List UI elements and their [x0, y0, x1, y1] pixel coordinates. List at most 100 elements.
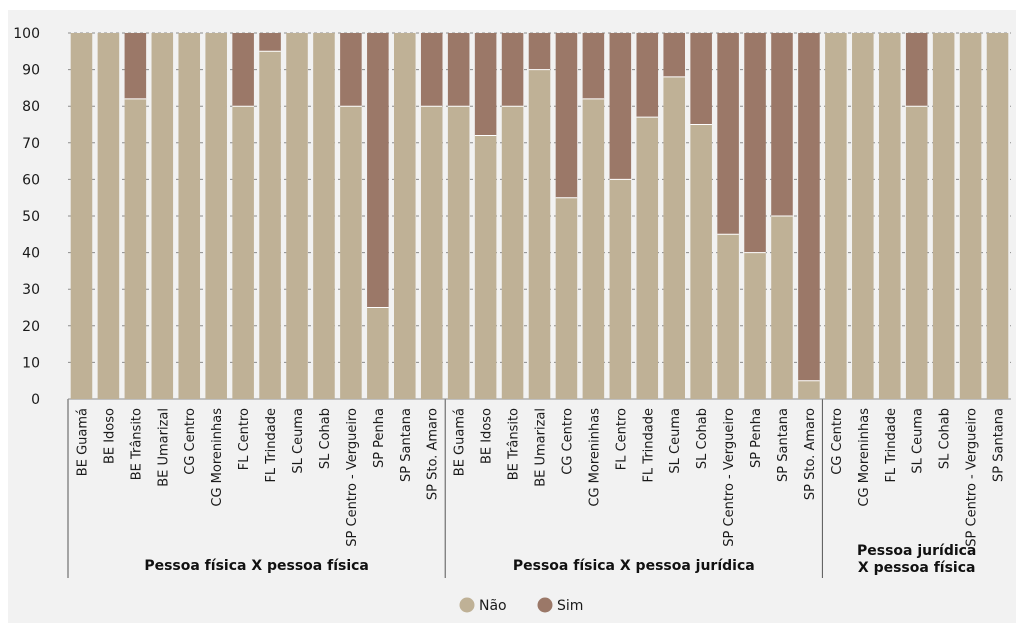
bar-nao	[178, 33, 201, 399]
bar-nao	[151, 33, 174, 399]
x-tick-label: BE Umarizal	[156, 408, 171, 487]
x-tick-label: BE Trânsito	[507, 408, 522, 480]
y-tick-label: 10	[22, 355, 40, 371]
legend-label: Sim	[557, 598, 583, 614]
group-label: Pessoa jurídica	[857, 543, 976, 559]
x-tick-label: BE Umarizal	[534, 408, 549, 487]
bar-sim	[663, 33, 685, 77]
x-tick-label: BE Idoso	[102, 408, 117, 464]
bar-sim	[717, 33, 739, 235]
x-tick-label: FL Trindade	[884, 408, 899, 483]
bar-sim	[474, 33, 497, 136]
x-tick-label: SP Centro - Vergueiro	[965, 408, 980, 547]
bar-sim	[636, 33, 659, 118]
bar-nao	[717, 234, 739, 399]
bar-sim	[232, 33, 254, 107]
bar-sim	[744, 33, 766, 253]
group-label: Pessoa física X pessoa física	[144, 558, 369, 574]
bar-sim	[905, 33, 928, 107]
bar-nao	[798, 380, 820, 399]
bar-sim	[528, 33, 551, 70]
bar-nao	[609, 179, 632, 399]
y-tick-label: 90	[22, 63, 40, 79]
x-tick-label: CG Moreninhas	[210, 408, 225, 507]
x-tick-label: FL Trindade	[641, 408, 656, 483]
bar-sim	[259, 33, 281, 52]
bar-nao	[636, 117, 659, 400]
bar-sim	[690, 33, 712, 125]
x-tick-label: CG Centro	[560, 408, 575, 475]
x-tick-label: SL Ceuma	[668, 408, 683, 474]
x-tick-label: SL Ceuma	[911, 408, 926, 474]
x-tick-label: BE Trânsito	[129, 408, 144, 480]
y-tick-label: 80	[22, 99, 40, 115]
x-tick-label: SP Penha	[372, 408, 387, 468]
bar-nao	[744, 252, 766, 399]
legend-swatch-sim	[537, 597, 553, 613]
bar-nao	[367, 307, 389, 399]
bar-nao	[959, 33, 982, 399]
bar-sim	[367, 33, 389, 308]
bar-sim	[771, 33, 793, 216]
bar-nao	[205, 33, 227, 399]
bar-nao	[313, 33, 335, 399]
chart-frame: 0 10 20 30 40 50 60 70 80 90 100 BE Guamá BE Idoso B…	[8, 10, 1016, 623]
legend-swatch-nao	[459, 597, 475, 613]
bar-nao	[232, 106, 254, 399]
x-tick-label: SL Cohab	[318, 408, 333, 469]
y-tick-label: 60	[22, 172, 40, 188]
legend: Não Sim	[459, 597, 583, 614]
x-tick-label: SL Cohab	[695, 408, 710, 469]
bar-nao	[474, 135, 497, 399]
x-tick-label: CG Moreninhas	[587, 408, 602, 507]
bar-nao	[555, 197, 578, 399]
bar-nao	[286, 33, 308, 399]
x-tick-label: SP Centro - Vergueiro	[345, 408, 360, 547]
x-tick-label: FL Centro	[614, 408, 629, 470]
y-tick-label: 0	[31, 392, 40, 408]
bar-nao	[70, 33, 93, 399]
y-tick-label: 50	[22, 209, 40, 225]
bar-sim	[447, 33, 470, 107]
x-tick-label: BE Guamá	[453, 408, 468, 476]
bar-nao	[124, 98, 147, 399]
x-tick-label: SP Penha	[749, 408, 764, 468]
bar-nao	[690, 124, 712, 399]
x-tick-label: FL Trindade	[264, 408, 279, 483]
bars-layer	[70, 33, 1009, 400]
bar-sim	[340, 33, 362, 107]
bar-sim	[582, 33, 605, 99]
bar-sim	[555, 33, 578, 198]
bar-nao	[420, 106, 443, 399]
bar-sim	[420, 33, 443, 107]
stacked-bar-chart: 0 10 20 30 40 50 60 70 80 90 100 BE Guamá BE Idoso B…	[13, 26, 1011, 614]
x-tick-label: SL Ceuma	[291, 408, 306, 474]
x-tick-label: BE Idoso	[480, 408, 495, 464]
bar-sim	[609, 33, 632, 180]
bar-nao	[340, 106, 362, 399]
bar-nao	[259, 51, 281, 400]
y-tick-label: 40	[22, 246, 40, 262]
bar-sim	[798, 33, 820, 381]
x-tick-label: SP Santana	[776, 408, 791, 482]
x-tick-label: SP Sto. Amaro	[426, 408, 441, 500]
y-tick-label: 100	[13, 26, 40, 42]
bar-nao	[825, 33, 847, 399]
bar-sim	[501, 33, 524, 107]
y-tick-label: 20	[22, 319, 40, 335]
x-tick-label: SP Santana	[399, 408, 414, 482]
bar-nao	[394, 33, 416, 399]
y-tick-label: 70	[22, 136, 40, 152]
group-label: X pessoa física	[858, 560, 976, 576]
bar-nao	[852, 33, 874, 399]
y-tick-label: 30	[22, 282, 40, 298]
y-axis-ticks: 0 10 20 30 40 50 60 70 80 90 100	[13, 26, 40, 408]
x-tick-label: SL Cohab	[938, 408, 953, 469]
bar-nao	[501, 106, 524, 399]
bar-nao	[663, 76, 685, 400]
bar-nao	[771, 216, 793, 399]
bar-nao	[582, 98, 605, 399]
x-tick-label: SP Centro - Vergueiro	[722, 408, 737, 547]
bar-nao	[447, 106, 470, 399]
x-tick-label: CG Centro	[830, 408, 845, 475]
